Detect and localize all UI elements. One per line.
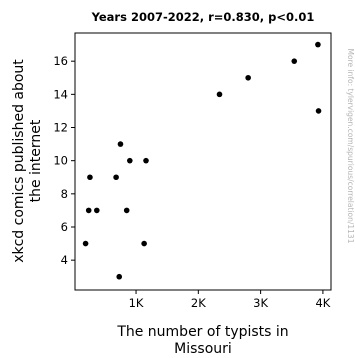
data-point <box>127 157 133 164</box>
y-tick-label: 12 <box>53 121 68 135</box>
x-tick-label: 1K <box>129 296 144 310</box>
data-point <box>143 157 149 164</box>
y-tick-label: 6 <box>61 220 68 234</box>
data-point <box>245 74 251 81</box>
data-point <box>123 207 130 214</box>
x-axis-label-line-2: Missouri <box>174 341 232 357</box>
data-point <box>315 41 321 48</box>
data-point <box>94 207 100 214</box>
plot-area <box>74 32 332 291</box>
y-axis-label-line-1: xkcd comics published about <box>11 59 27 263</box>
data-point <box>113 174 119 181</box>
y-tick-label: 4 <box>61 253 68 267</box>
source-watermark: More info: tylervigen.com/spurious/corre… <box>346 49 355 244</box>
data-point <box>116 273 123 280</box>
y-axis-label-line-2: the internet <box>28 119 44 202</box>
y-tick-label: 16 <box>53 54 68 68</box>
y-tick-label: 8 <box>61 187 68 201</box>
y-axis: 4 6 8 10 12 14 16 <box>53 54 75 267</box>
x-tick-label: 3K <box>253 296 268 310</box>
x-axis: 1K 2K 3K 4K <box>129 290 331 310</box>
x-tick-label: 2K <box>191 296 206 310</box>
data-point <box>141 240 147 247</box>
data-point <box>291 58 298 64</box>
data-point <box>216 91 223 98</box>
data-points <box>82 41 322 280</box>
data-point <box>82 240 89 247</box>
data-point <box>87 174 93 181</box>
data-point <box>85 207 92 214</box>
chart-title: Years 2007-2022, r=0.830, p<0.01 <box>91 10 315 24</box>
x-axis-label-line-1: The number of typists in <box>116 324 288 340</box>
y-tick-label: 10 <box>53 154 68 168</box>
data-point <box>315 108 322 114</box>
y-tick-label: 14 <box>53 87 68 101</box>
x-tick-label: 4K <box>315 296 330 310</box>
data-point <box>117 141 124 147</box>
